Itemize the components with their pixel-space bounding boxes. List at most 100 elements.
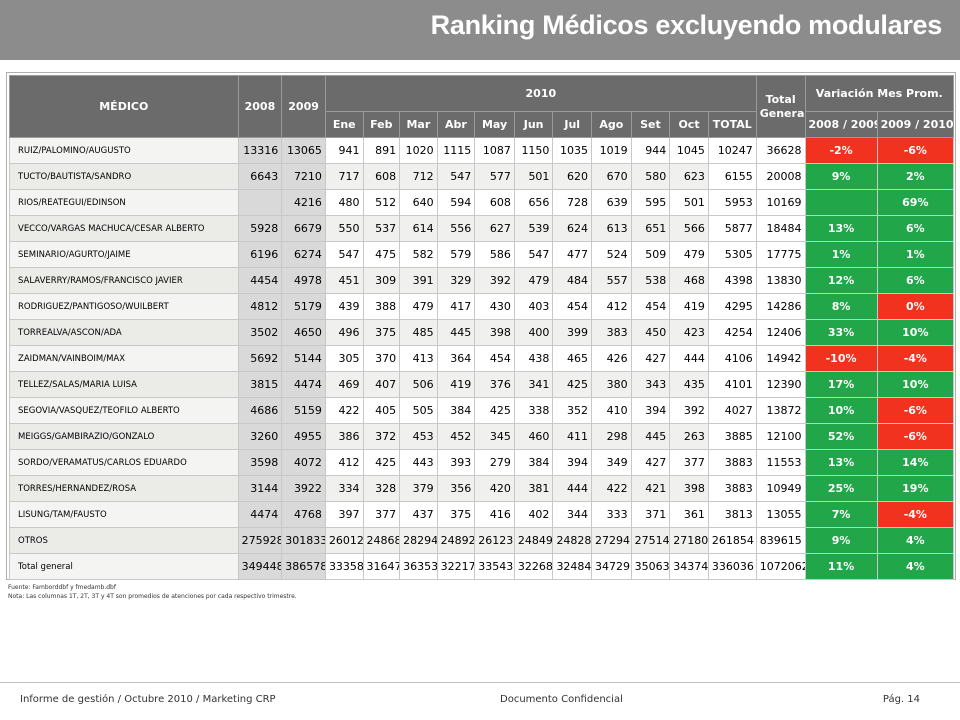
month-value-cell: 394	[552, 449, 593, 476]
month-value-cell: 577	[474, 163, 515, 190]
variation-2008-2009-cell: 8%	[804, 293, 878, 320]
footer-confidential: Documento Confidencial	[500, 694, 623, 705]
table-row: MEIGGS/GAMBIRAZIO/GONZALO 3260 4955 386 372 4…	[9, 423, 955, 450]
total-2010-cell: 3883	[707, 475, 757, 502]
value-2008-cell: 3144	[237, 475, 283, 502]
month-value-cell: 454	[474, 345, 515, 372]
month-value-cell: 423	[669, 319, 709, 346]
month-value-cell: 32268	[513, 553, 554, 580]
table-row: Total general 349448 386578 33358 31647 36353…	[9, 553, 955, 580]
month-value-cell: 27294	[591, 527, 632, 554]
doctor-name-cell: RIOS/REATEGUI/EDINSON	[9, 189, 239, 216]
month-value-cell: 386	[324, 423, 364, 450]
month-value-cell: 537	[362, 215, 401, 242]
variation-2008-2009-cell: -2%	[804, 137, 878, 164]
month-value-cell: 480	[324, 189, 364, 216]
month-value-cell: 411	[552, 423, 593, 450]
table-row: RIOS/REATEGUI/EDINSON 4216 480 512 640 594 608…	[9, 189, 955, 216]
month-value-cell: 388	[362, 293, 401, 320]
variation-2009-2010-cell: -6%	[876, 397, 955, 424]
variation-2008-2009-cell: 25%	[804, 475, 878, 502]
variation-2008-2009-cell: 13%	[804, 449, 878, 476]
variation-2009-2010-cell: 4%	[876, 553, 955, 580]
variation-2008-2009-cell: 9%	[804, 163, 878, 190]
month-value-cell: 333	[591, 501, 632, 528]
month-value-cell: 613	[591, 215, 632, 242]
col-header-month: Oct	[669, 111, 709, 138]
month-value-cell: 377	[669, 449, 709, 476]
month-value-cell: 425	[362, 449, 401, 476]
month-value-cell: 413	[399, 345, 438, 372]
value-2009-cell: 5179	[281, 293, 326, 320]
table-row: TELLEZ/SALAS/MARIA LUISA 3815 4474 469 407 50…	[9, 371, 955, 398]
month-value-cell: 425	[552, 371, 593, 398]
variation-2008-2009-cell: -10%	[804, 345, 878, 372]
col-header-month: May	[474, 111, 515, 138]
month-value-cell: 35063	[630, 553, 671, 580]
month-value-cell: 509	[630, 241, 671, 268]
month-value-cell: 1045	[669, 137, 709, 164]
month-value-cell: 24892	[436, 527, 476, 554]
total-general-cell: 18484	[755, 215, 806, 242]
month-value-cell: 437	[399, 501, 438, 528]
month-value-cell: 1087	[474, 137, 515, 164]
variation-2009-2010-cell: 6%	[876, 215, 955, 242]
total-general-cell: 14286	[755, 293, 806, 320]
month-value-cell: 438	[513, 345, 554, 372]
month-value-cell: 426	[591, 345, 632, 372]
doctor-name-cell: SEGOVIA/VASQUEZ/TEOFILO ALBERTO	[9, 397, 239, 424]
month-value-cell: 501	[513, 163, 554, 190]
month-value-cell: 640	[399, 189, 438, 216]
month-value-cell: 398	[474, 319, 515, 346]
value-2009-cell: 4650	[281, 319, 326, 346]
total-general-cell: 36628	[755, 137, 806, 164]
month-value-cell: 728	[552, 189, 593, 216]
variation-2009-2010-cell: 10%	[876, 371, 955, 398]
value-2009-cell: 5144	[281, 345, 326, 372]
month-value-cell: 422	[324, 397, 364, 424]
month-value-cell: 547	[324, 241, 364, 268]
month-value-cell: 452	[436, 423, 476, 450]
total-general-cell: 10949	[755, 475, 806, 502]
month-value-cell: 371	[630, 501, 671, 528]
month-value-cell: 425	[474, 397, 515, 424]
variation-2008-2009-cell	[804, 189, 878, 216]
value-2008-cell: 3815	[237, 371, 283, 398]
month-value-cell: 345	[474, 423, 515, 450]
total-2010-cell: 6155	[707, 163, 757, 190]
month-value-cell: 454	[552, 293, 593, 320]
month-value-cell: 427	[630, 449, 671, 476]
month-value-cell: 445	[630, 423, 671, 450]
doctor-name-cell: SEMINARIO/AGURTO/JAIME	[9, 241, 239, 268]
doctor-name-cell: SALAVERRY/RAMOS/FRANCISCO JAVIER	[9, 267, 239, 294]
doctor-name-cell: TELLEZ/SALAS/MARIA LUISA	[9, 371, 239, 398]
month-value-cell: 712	[399, 163, 438, 190]
month-value-cell: 484	[552, 267, 593, 294]
col-header-month: Set	[630, 111, 671, 138]
month-value-cell: 403	[513, 293, 554, 320]
value-2008-cell: 275928	[237, 527, 283, 554]
table-row: LISUNG/TAM/FAUSTO 4474 4768 397 377 437 375 416…	[9, 501, 955, 528]
month-value-cell: 392	[669, 397, 709, 424]
value-2008-cell: 5692	[237, 345, 283, 372]
variation-2009-2010-cell: -6%	[876, 137, 955, 164]
value-2009-cell: 6679	[281, 215, 326, 242]
month-value-cell: 410	[591, 397, 632, 424]
col-header-month: TOTAL	[707, 111, 757, 138]
table-row: ZAIDMAN/VAINBOIM/MAX 5692 5144 305 370 413 364…	[9, 345, 955, 372]
total-2010-cell: 5877	[707, 215, 757, 242]
month-value-cell: 624	[552, 215, 593, 242]
month-value-cell: 402	[513, 501, 554, 528]
variation-2009-2010-cell: 10%	[876, 319, 955, 346]
col-header-month: Jul	[552, 111, 593, 138]
value-2008-cell: 4454	[237, 267, 283, 294]
month-value-cell: 419	[436, 371, 476, 398]
month-value-cell: 944	[630, 137, 671, 164]
month-value-cell: 370	[362, 345, 401, 372]
col-header-month: Mar	[399, 111, 438, 138]
variation-2009-2010-cell: -6%	[876, 423, 955, 450]
month-value-cell: 608	[362, 163, 401, 190]
month-value-cell: 376	[474, 371, 515, 398]
month-value-cell: 24828	[552, 527, 593, 554]
month-value-cell: 623	[669, 163, 709, 190]
